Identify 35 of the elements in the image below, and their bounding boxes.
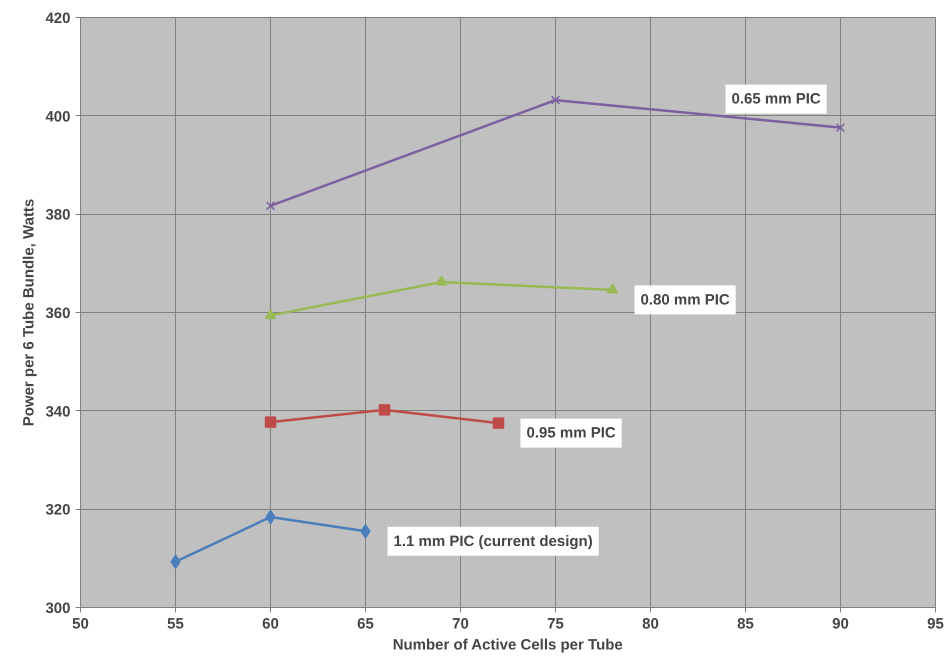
- point: [606, 283, 618, 294]
- x-tick-label: 65: [357, 616, 374, 632]
- series-label: 0.95 mm PIC: [526, 424, 616, 442]
- point: [360, 524, 371, 539]
- x-tick-label: 55: [167, 616, 184, 632]
- x-tick-label: 90: [832, 616, 849, 632]
- x-axis-title: Number of Active Cells per Tube: [392, 636, 623, 654]
- point: [264, 416, 276, 428]
- series-label: 1.1 mm PIC (current design): [394, 532, 593, 550]
- point: [550, 95, 560, 105]
- x-tick-label: 75: [547, 616, 564, 632]
- y-tick-label: 420: [45, 10, 71, 27]
- y-tick-label: 320: [45, 502, 71, 519]
- point: [265, 510, 276, 524]
- point: [836, 122, 846, 132]
- x-tick-label: 95: [927, 616, 944, 632]
- y-tick-label: 400: [45, 108, 71, 126]
- y-tick-label: 300: [45, 600, 71, 617]
- y-axis-title: Power per 6 Tube Bundle, Watts: [20, 198, 38, 426]
- x-tick-label: 70: [452, 616, 469, 632]
- y-tick-label: 360: [45, 305, 71, 322]
- point: [264, 308, 276, 320]
- x-tick-label: 85: [737, 616, 754, 632]
- point: [436, 275, 448, 286]
- x-tick-label: 50: [72, 616, 89, 632]
- y-tick-label: 380: [45, 206, 71, 224]
- x-tick-label: 80: [642, 616, 659, 632]
- point: [266, 201, 276, 210]
- y-tick-label: 340: [45, 403, 71, 420]
- x-tick-label: 60: [262, 616, 279, 632]
- point: [378, 404, 390, 416]
- series-label: 0.80 mm PIC: [640, 291, 730, 308]
- point: [492, 417, 504, 429]
- point: [170, 554, 181, 570]
- series-label: 0.65 mm PIC: [732, 90, 821, 108]
